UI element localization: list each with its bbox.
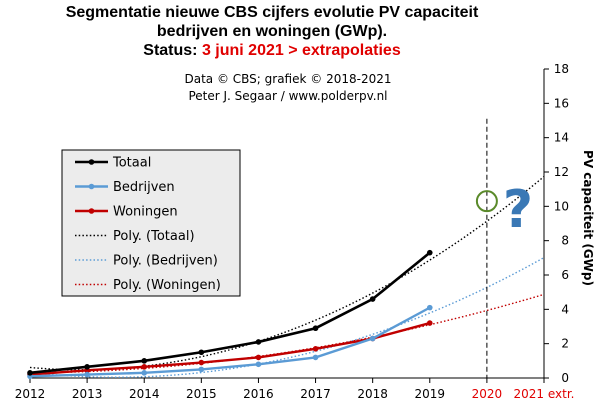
x-tick-label: 2020 (472, 387, 503, 401)
legend-marker-woningen (88, 208, 95, 214)
chart-status: Status: 3 juni 2021 > extrapolaties (143, 42, 401, 59)
legend-marker-bedrijven (88, 183, 95, 190)
data-point-totaal (369, 296, 376, 302)
chart-title-line1: Segmentatie nieuwe CBS cijfers evolutie … (66, 4, 479, 21)
data-point-bedrijven (84, 371, 90, 378)
trendline-bedrijven (29, 256, 545, 378)
data-point-totaal (255, 339, 262, 345)
y-tick-label: 8 (561, 234, 569, 248)
data-point-totaal (426, 249, 433, 256)
legend-box (61, 149, 241, 297)
legend-entry-label: Poly. (Totaal) (113, 229, 195, 244)
series-line-woningen (29, 321, 431, 376)
plot-area (27, 118, 545, 380)
data-point-woningen (198, 359, 205, 366)
highlight-circle (475, 190, 498, 213)
data-point-woningen (312, 346, 319, 352)
x-tick-label: 2014 (129, 387, 160, 401)
data-point-bedrijven (198, 366, 205, 373)
y-tick-label: 6 (561, 268, 569, 282)
legend-entry-label: Woningen (113, 205, 178, 220)
y-tick-label: 18 (554, 62, 569, 76)
x-tick-label: 2019 (415, 387, 446, 401)
data-point-totaal (312, 325, 319, 332)
chart-status-value: 3 juni 2021 > extrapolaties (202, 42, 401, 59)
legend-entry-label: Totaal (112, 156, 151, 171)
data-point-woningen (426, 320, 433, 326)
x-tick-label: 2017 (300, 387, 331, 401)
data-point-bedrijven (312, 354, 319, 361)
x-tick-label: 2018 (357, 387, 388, 401)
y-tick-label: 16 (554, 96, 569, 110)
x-tick-label: 2013 (72, 387, 103, 401)
legend: Totaal Bedrijven Woningen Poly. (Totaal) Pol… (61, 149, 241, 297)
data-point-bedrijven (255, 361, 262, 368)
y-axis-label: PV capaciteit (GWp) (581, 150, 595, 286)
data-point-woningen (255, 354, 262, 361)
data-point-totaal (27, 370, 33, 376)
trendline-woningen (29, 293, 545, 374)
y-tick-label: 0 (561, 371, 569, 385)
legend-entry-label: Poly. (Bedrijven) (113, 254, 218, 269)
x-tick-label: 2021 extr. (514, 387, 575, 401)
legend-entry-label: Bedrijven (113, 180, 175, 195)
y-tick-label: 10 (554, 199, 569, 213)
data-point-bedrijven (369, 335, 376, 342)
series-line-bedrijven (29, 306, 431, 378)
chart-status-label: Status: (143, 42, 202, 59)
data-point-bedrijven (426, 304, 433, 311)
legend-marker-totaal (88, 159, 95, 165)
y-tick-label: 2 (561, 337, 569, 351)
question-mark-annotation: ? (503, 180, 533, 240)
legend-entry-label: Poly. (Woningen) (113, 278, 221, 293)
data-point-totaal (84, 364, 90, 370)
y-tick-label: 4 (561, 302, 569, 316)
x-tick-label: 2015 (186, 387, 217, 401)
credit-line2: Peter J. Segaar / www.polderpv.nl (188, 89, 387, 103)
y-tick-label: 14 (554, 131, 569, 145)
credit-line1: Data © CBS; grafiek © 2018-2021 (185, 72, 392, 86)
axes: 0 2 4 6 8 10 12 14 16 18 2012 2013 2014 2015 2016 2017 2… (15, 62, 575, 401)
x-tick-label: 2016 (243, 387, 274, 401)
data-point-totaal (198, 349, 205, 356)
data-point-woningen (141, 364, 148, 370)
y-tick-label: 12 (554, 165, 569, 179)
x-tick-label: 2012 (15, 387, 46, 401)
chart-title-line2: bedrijven en woningen (GWp). (157, 23, 387, 40)
data-point-bedrijven (141, 370, 148, 376)
data-point-totaal (141, 358, 148, 364)
series-line-totaal (29, 251, 431, 375)
